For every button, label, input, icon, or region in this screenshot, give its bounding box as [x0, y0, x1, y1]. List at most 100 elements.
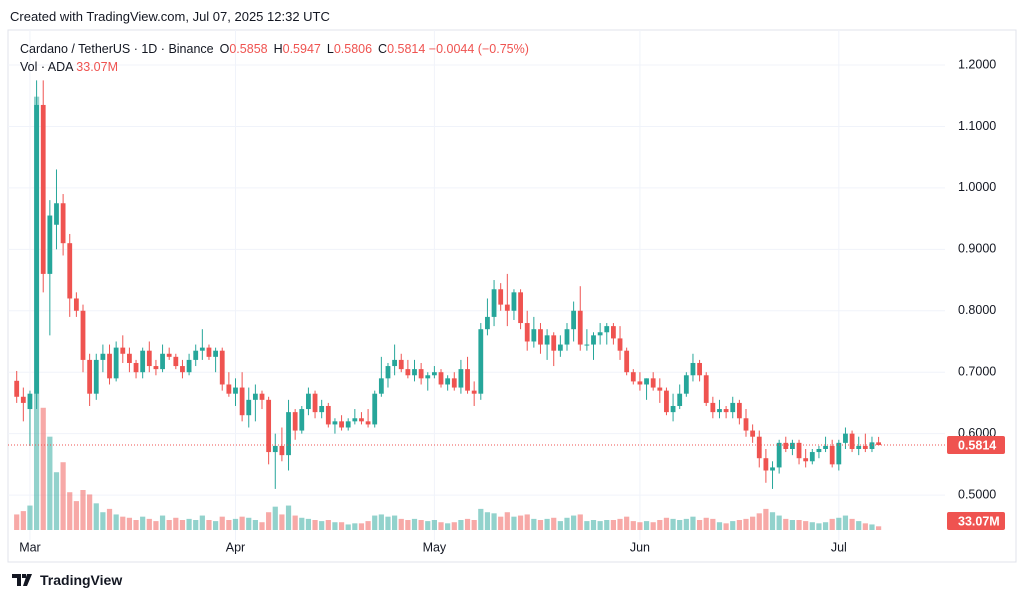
volume-bar — [524, 514, 530, 530]
candle-body — [180, 366, 185, 373]
candle-body — [703, 375, 709, 403]
volume-bar — [252, 520, 258, 530]
candle-body — [823, 445, 828, 449]
candle-body — [458, 369, 464, 388]
y-tick-label: 1.2000 — [958, 57, 996, 71]
volume-bar — [14, 514, 20, 530]
volume-bar — [193, 520, 199, 530]
volume-bar — [630, 521, 636, 530]
volume-bar — [769, 512, 776, 530]
candle-body — [133, 362, 139, 373]
volume-bar — [199, 515, 205, 530]
candle-body — [465, 369, 470, 391]
candle-body — [246, 399, 252, 416]
candle-body — [451, 378, 457, 388]
candle-body — [776, 442, 782, 468]
x-tick-label: Jul — [831, 540, 847, 554]
y-tick-label: 1.0000 — [958, 180, 996, 194]
volume-bar — [213, 521, 219, 530]
volume-bar — [803, 521, 809, 530]
candle-body — [425, 375, 431, 379]
candle-body — [743, 418, 749, 431]
ohlc: O0.5858 H0.5947 L0.5806 C0.5814 — [214, 42, 426, 56]
candle-body — [551, 335, 557, 351]
volume-bar — [577, 514, 583, 530]
volume-bar — [663, 517, 670, 530]
volume-bar — [531, 518, 537, 530]
volume-bar — [716, 522, 723, 530]
volume-bar — [650, 522, 656, 530]
candle-body — [299, 409, 305, 431]
candle-body — [365, 421, 371, 425]
candle-body — [239, 387, 245, 416]
candle-body — [677, 393, 683, 406]
candle-body — [869, 442, 875, 449]
candle-body — [849, 433, 855, 449]
candle-body — [511, 292, 517, 311]
volume-bar — [159, 515, 166, 530]
volume-bar — [87, 494, 93, 530]
chart-frame — [7, 29, 1017, 563]
volume-bar — [392, 515, 398, 530]
candle-body — [524, 323, 530, 342]
ohlc-key: H — [273, 42, 283, 56]
ohlc-key: O — [219, 42, 230, 56]
volume-value: 33.07M — [76, 60, 118, 74]
volume-bar — [862, 523, 868, 530]
volume-bar — [445, 523, 451, 530]
candle-body — [127, 353, 132, 363]
candle-body — [153, 366, 159, 370]
candle-body — [34, 104, 39, 394]
volume-bar — [657, 520, 663, 530]
candle-body — [617, 338, 623, 351]
candle-body — [504, 304, 510, 311]
volume-bar — [544, 518, 550, 530]
candle-body — [697, 362, 702, 376]
candle-body — [630, 372, 636, 382]
candle-body — [398, 359, 404, 370]
candle-body — [219, 350, 225, 385]
y-tick-label: 0.9000 — [958, 242, 996, 256]
volume-bar — [809, 522, 815, 530]
volume-bar — [703, 517, 709, 530]
volume-badge-label: 33.07M — [958, 514, 1000, 528]
volume-bar — [537, 520, 544, 530]
candle-body — [809, 452, 815, 462]
candle-body — [306, 393, 311, 410]
volume-bar — [338, 522, 345, 530]
candle-body — [650, 378, 656, 388]
caption: Created with TradingView.com, Jul 07, 20… — [10, 9, 330, 24]
candle-body — [557, 344, 563, 351]
volume-bar — [458, 520, 464, 530]
candle-body — [730, 402, 736, 413]
candle-body — [736, 402, 742, 419]
x-tick-label: Mar — [19, 540, 41, 554]
volume-bar — [246, 517, 252, 530]
candle-body — [683, 375, 689, 394]
volume-bar — [299, 517, 305, 530]
candle-body — [445, 378, 451, 385]
volume-bar — [438, 522, 444, 530]
candle-body — [498, 289, 504, 305]
candle-body — [54, 203, 59, 225]
volume-bar — [451, 522, 457, 530]
ohlc-key: C — [378, 42, 388, 56]
volume-bar — [378, 514, 384, 530]
change: −0.0044 (−0.75%) — [428, 42, 529, 56]
candle-body — [723, 409, 729, 413]
volume-bar — [266, 512, 272, 530]
volume-bar — [332, 522, 338, 530]
candle-body — [478, 329, 484, 394]
volume-bar — [763, 508, 769, 530]
ohlc-value: 0.5806 — [333, 42, 373, 56]
candle-body — [67, 243, 73, 299]
candle-body — [431, 372, 437, 376]
candle-body — [816, 448, 822, 453]
candle-body — [372, 393, 378, 425]
ohlc-key: L — [326, 42, 334, 56]
legend: Cardano / TetherUS · 1D · Binance O0.5858… — [20, 40, 529, 76]
volume-bar — [743, 518, 749, 530]
volume-bar — [637, 522, 643, 530]
candle-body — [40, 104, 46, 274]
